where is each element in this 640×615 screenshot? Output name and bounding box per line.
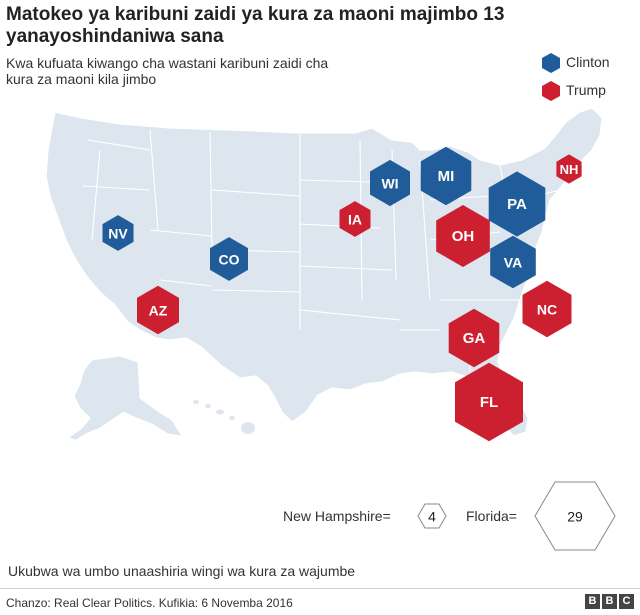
us-map: NV CO AZ IA WI MI OH PA VA NH NC GA (45, 107, 603, 442)
hex-shape-ia (339, 201, 371, 237)
hex-label-nv: NV (108, 226, 128, 242)
bbc-logo: B B C (585, 594, 634, 609)
source-text: Chanzo: Real Clear Politics. Kufikia: 6 … (6, 596, 293, 610)
hex-label-va: VA (504, 255, 522, 271)
hex-co: CO (210, 237, 248, 281)
hex-shape-nh (556, 154, 582, 184)
hex-label-pa: PA (507, 196, 527, 213)
hex-label-oh: OH (452, 228, 475, 245)
hex-mi: MI (420, 146, 472, 206)
bbc-logo-letter-3: C (619, 594, 634, 609)
hex-nv: NV (102, 215, 134, 251)
hex-shape-oh (436, 205, 490, 267)
legend-label-trump: Trump (566, 82, 606, 98)
hex-label-az: AZ (149, 303, 168, 319)
scale-fl-label: Florida= (466, 508, 517, 524)
hex-shape-ga (448, 308, 500, 368)
hex-label-wi: WI (381, 176, 398, 192)
bbc-logo-letter-1: B (585, 594, 600, 609)
scale-fl-hex: 29 (534, 481, 616, 551)
hex-shape-co (210, 237, 248, 281)
legend-hex-icon-clinton (542, 53, 560, 73)
hex-nc: NC (522, 280, 572, 338)
hex-shape-nc (522, 280, 572, 338)
footer-divider (0, 588, 640, 589)
hex-label-fl: FL (480, 394, 498, 411)
hex-pa: PA (488, 171, 546, 237)
hex-oh: OH (436, 205, 490, 267)
hex-ia: IA (339, 201, 371, 237)
size-note: Ukubwa wa umbo unaashiria wingi wa kura … (8, 563, 356, 579)
hex-ga: GA (448, 308, 500, 368)
scale-fl-value: 29 (567, 509, 583, 525)
chart-title: Matokeo ya karibuni zaidi ya kura za mao… (6, 4, 505, 47)
scale-nh-label: New Hampshire= (283, 508, 391, 524)
hex-label-nc: NC (537, 302, 557, 318)
hex-shape-mi (420, 146, 472, 206)
hex-label-nh: NH (560, 162, 579, 177)
hex-label-co: CO (219, 252, 240, 268)
hex-az: AZ (137, 285, 179, 335)
alaska-shape (66, 355, 183, 441)
hex-nh: NH (556, 154, 582, 184)
scale-nh-hex: 4 (417, 503, 447, 529)
hawaii-shape (193, 400, 255, 434)
legend-label-clinton: Clinton (566, 54, 610, 70)
hex-label-ga: GA (463, 330, 486, 347)
hex-shape-fl (455, 362, 523, 442)
hex-shape-va (490, 235, 536, 289)
hex-label-ia: IA (348, 212, 362, 228)
hex-shape-pa (488, 171, 546, 237)
hex-shape-nv (102, 215, 134, 251)
hex-wi: WI (370, 159, 410, 207)
bbc-logo-letter-2: B (602, 594, 617, 609)
scale-nh-value: 4 (428, 509, 436, 525)
hex-shape-az (137, 285, 179, 335)
hex-fl: FL (455, 362, 523, 442)
legend-hex-icon-trump (542, 81, 560, 101)
hex-shape-wi (370, 159, 410, 207)
hex-va: VA (490, 235, 536, 289)
hex-label-mi: MI (438, 168, 455, 185)
chart-subtitle: Kwa kufuata kiwango cha wastani karibuni… (6, 55, 329, 87)
